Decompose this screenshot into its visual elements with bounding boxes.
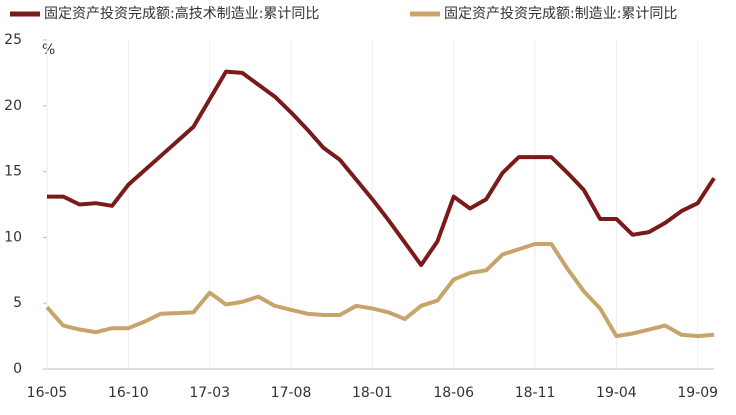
y-tick-label: 25 xyxy=(4,32,22,48)
series-line xyxy=(45,241,715,339)
x-tick-label: 19-09 xyxy=(677,385,718,401)
legend-label: 固定资产投资完成额:制造业:累计同比 xyxy=(444,6,677,22)
y-tick-label: 0 xyxy=(13,361,22,377)
x-tick-label: 19-04 xyxy=(596,385,637,401)
unit-label: % xyxy=(42,42,55,58)
x-tick-label: 18-11 xyxy=(515,385,556,401)
x-tick-label: 18-06 xyxy=(433,385,474,401)
y-tick-label: 20 xyxy=(4,98,22,114)
y-tick-label: 10 xyxy=(4,229,22,245)
x-tick-label: 16-10 xyxy=(108,385,149,401)
y-tick-label: 15 xyxy=(4,164,22,180)
x-tick-label: 17-03 xyxy=(189,385,230,401)
x-tick-label: 17-08 xyxy=(271,385,312,401)
x-tick-label: 16-05 xyxy=(27,385,68,401)
y-tick-label: 5 xyxy=(13,295,22,311)
series-line xyxy=(47,69,716,268)
x-tick-label: 18-01 xyxy=(352,385,393,401)
legend-label: 固定资产投资完成额:高技术制造业:累计同比 xyxy=(44,5,319,22)
